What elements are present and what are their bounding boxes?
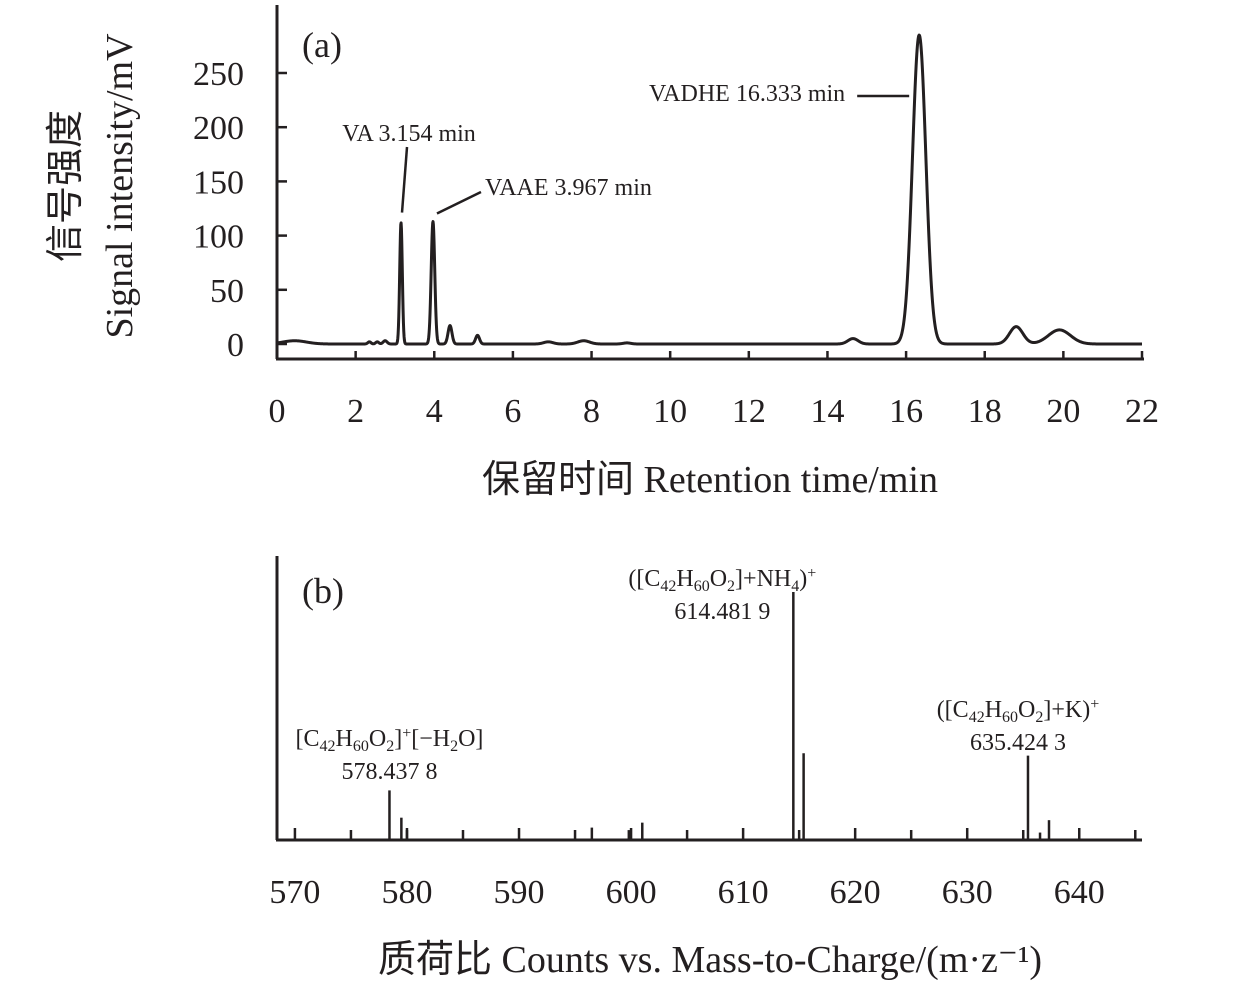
x-tick-label: 22 bbox=[1125, 393, 1159, 430]
x-tick-label: 6 bbox=[504, 393, 521, 430]
y-axis-title: Signal intensity/mV bbox=[99, 33, 141, 339]
ms-ticks: 570 580 590 600 610 620 630 640 bbox=[269, 828, 1137, 911]
ms-peaks bbox=[388, 592, 1051, 840]
x-tick-label: 12 bbox=[732, 393, 766, 430]
ion-mass-label: 635.424 3 bbox=[970, 730, 1066, 756]
chromatogram-ticks: 0 2 4 6 8 10 12 14 16 18 20 22 0 50 100 150 200 250 bbox=[193, 56, 1159, 430]
x-tick-label: 8 bbox=[583, 393, 600, 430]
ms-x-tick-label: 620 bbox=[830, 874, 881, 911]
ion-formula-label: [C42H60O2]+[−H2O] bbox=[296, 725, 484, 755]
ion-formula-label: ([C42H60O2]+NH4)+ bbox=[628, 565, 816, 595]
ms-x-tick-label: 570 bbox=[269, 874, 320, 911]
chromatogram-trace bbox=[275, 33, 1144, 346]
peak-annotations: VA 3.154 min VAAE 3.967 min VADHE 16.333 m… bbox=[342, 81, 910, 215]
ms-x-axis-title: 质荷比 Counts vs. Mass-to-Charge/(m·z⁻¹) bbox=[378, 939, 1042, 981]
y-tick-label: 150 bbox=[193, 164, 244, 201]
y-tick-label: 100 bbox=[193, 219, 244, 256]
panel-a-label: (a) bbox=[302, 25, 342, 65]
vaae-peak-label: VAAE 3.967 min bbox=[485, 175, 652, 201]
x-tick-label: 4 bbox=[426, 393, 443, 430]
ms-x-tick-label: 640 bbox=[1054, 874, 1105, 911]
x-tick-label: 16 bbox=[889, 393, 923, 430]
ion-mass-label: 614.481 9 bbox=[674, 599, 770, 625]
vadhe-peak-label: VADHE 16.333 min bbox=[649, 81, 845, 107]
ms-x-tick-label: 610 bbox=[718, 874, 769, 911]
panel-b-label: (b) bbox=[302, 571, 344, 611]
va-peak-label: VA 3.154 min bbox=[342, 121, 476, 147]
mass-spectrum-panel: (b) 570 580 590 600 610 620 630 640 [C42H60O2]+… bbox=[269, 556, 1142, 981]
y-axis-title-cn: 信号强度 bbox=[45, 110, 87, 262]
y-tick-label: 200 bbox=[193, 110, 244, 147]
ms-x-tick-label: 580 bbox=[381, 874, 432, 911]
x-tick-label: 14 bbox=[810, 393, 844, 430]
y-tick-label: 0 bbox=[227, 327, 244, 364]
y-tick-label: 50 bbox=[210, 273, 244, 310]
x-tick-label: 2 bbox=[347, 393, 364, 430]
x-tick-label: 0 bbox=[269, 393, 286, 430]
ms-x-tick-label: 590 bbox=[494, 874, 545, 911]
x-tick-label: 18 bbox=[968, 393, 1002, 430]
x-axis-title: 保留时间 Retention time/min bbox=[482, 459, 938, 501]
vaae-leader-line bbox=[436, 190, 482, 215]
ion-mass-label: 578.437 8 bbox=[341, 759, 437, 785]
va-leader-line bbox=[400, 146, 409, 213]
y-tick-label: 250 bbox=[193, 56, 244, 93]
chromatogram-axes bbox=[275, 5, 1144, 361]
ms-x-tick-label: 630 bbox=[942, 874, 993, 911]
x-tick-label: 10 bbox=[653, 393, 687, 430]
x-tick-label: 20 bbox=[1046, 393, 1080, 430]
ion-annotations: [C42H60O2]+[−H2O] 578.437 8 ([C42H60O2]+NH… bbox=[296, 565, 1100, 785]
ion-formula-label: ([C42H60O2]+K)+ bbox=[937, 696, 1100, 726]
ms-x-tick-label: 600 bbox=[606, 874, 657, 911]
chromatogram-panel: (a) 0 2 4 6 8 10 12 14 16 18 20 22 0 50 100 150 200 250 V… bbox=[45, 5, 1159, 501]
